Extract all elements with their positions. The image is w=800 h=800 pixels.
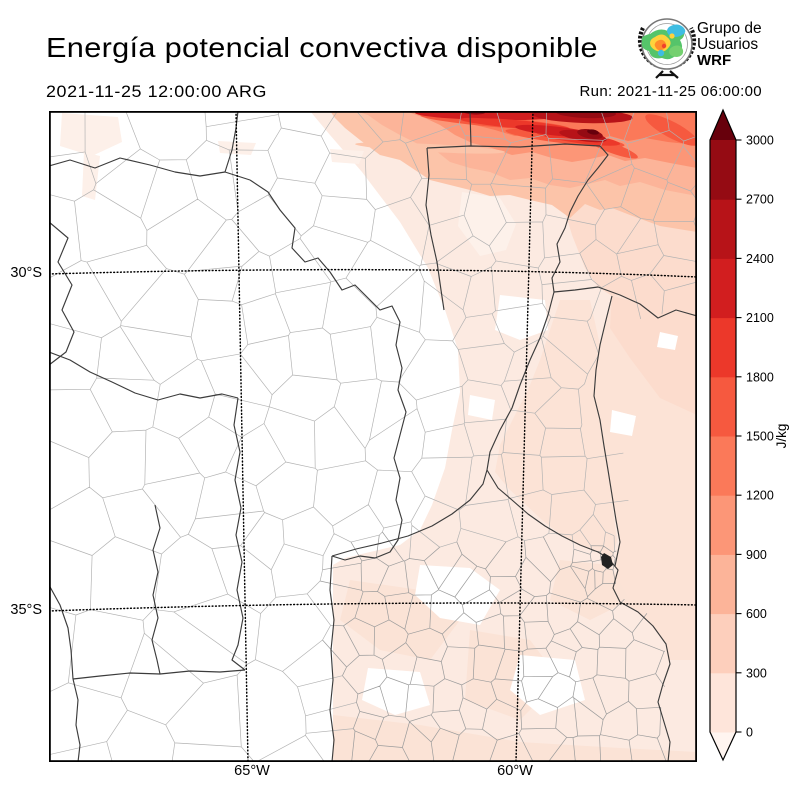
- svg-text:1200: 1200: [746, 489, 774, 503]
- svg-text:Grupo de: Grupo de: [697, 20, 762, 37]
- svg-text:0: 0: [746, 726, 753, 740]
- svg-text:300: 300: [746, 666, 767, 680]
- svg-text:3000: 3000: [746, 134, 774, 148]
- svg-text:J/kg: J/kg: [774, 424, 789, 449]
- svg-text:2400: 2400: [746, 252, 774, 266]
- svg-text:WRF: WRF: [697, 52, 731, 69]
- svg-text:900: 900: [746, 548, 767, 562]
- svg-text:600: 600: [746, 607, 767, 621]
- svg-text:2700: 2700: [746, 193, 774, 207]
- svg-text:1800: 1800: [746, 370, 774, 384]
- svg-text:Usuarios: Usuarios: [697, 36, 758, 53]
- svg-text:2100: 2100: [746, 311, 774, 325]
- svg-text:1500: 1500: [746, 430, 774, 444]
